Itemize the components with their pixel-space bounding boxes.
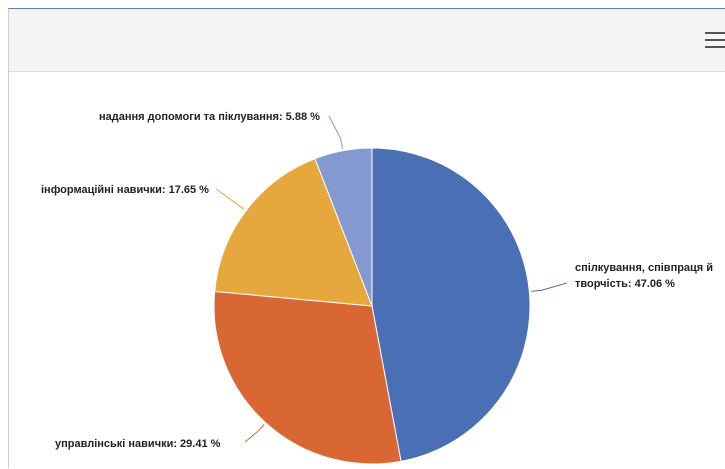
pie-chart: спілкування, співпраця й творчість: 47.06… (41, 111, 713, 465)
connector-line (244, 423, 265, 443)
chart-panel: спілкування, співпраця й творчість: 47.06… (8, 8, 725, 468)
slice-information[interactable] (214, 158, 373, 307)
panel-header (9, 9, 725, 72)
slice-communication[interactable] (371, 147, 531, 462)
connector-line (328, 115, 344, 149)
slice-management[interactable] (213, 290, 402, 465)
label-communication: спілкування, співпраця й творчість: 47.06… (575, 262, 713, 290)
label-management: управлінські навички: 29.41 % (55, 438, 221, 450)
label-information: інформаційні навички: 17.65 % (41, 184, 209, 196)
hamburger-menu-icon[interactable] (703, 29, 725, 51)
label-care: надання допомоги та піклування: 5.88 % (99, 111, 320, 123)
connector-line (215, 188, 245, 210)
slice-care[interactable] (314, 147, 373, 307)
connector-line (531, 282, 568, 292)
